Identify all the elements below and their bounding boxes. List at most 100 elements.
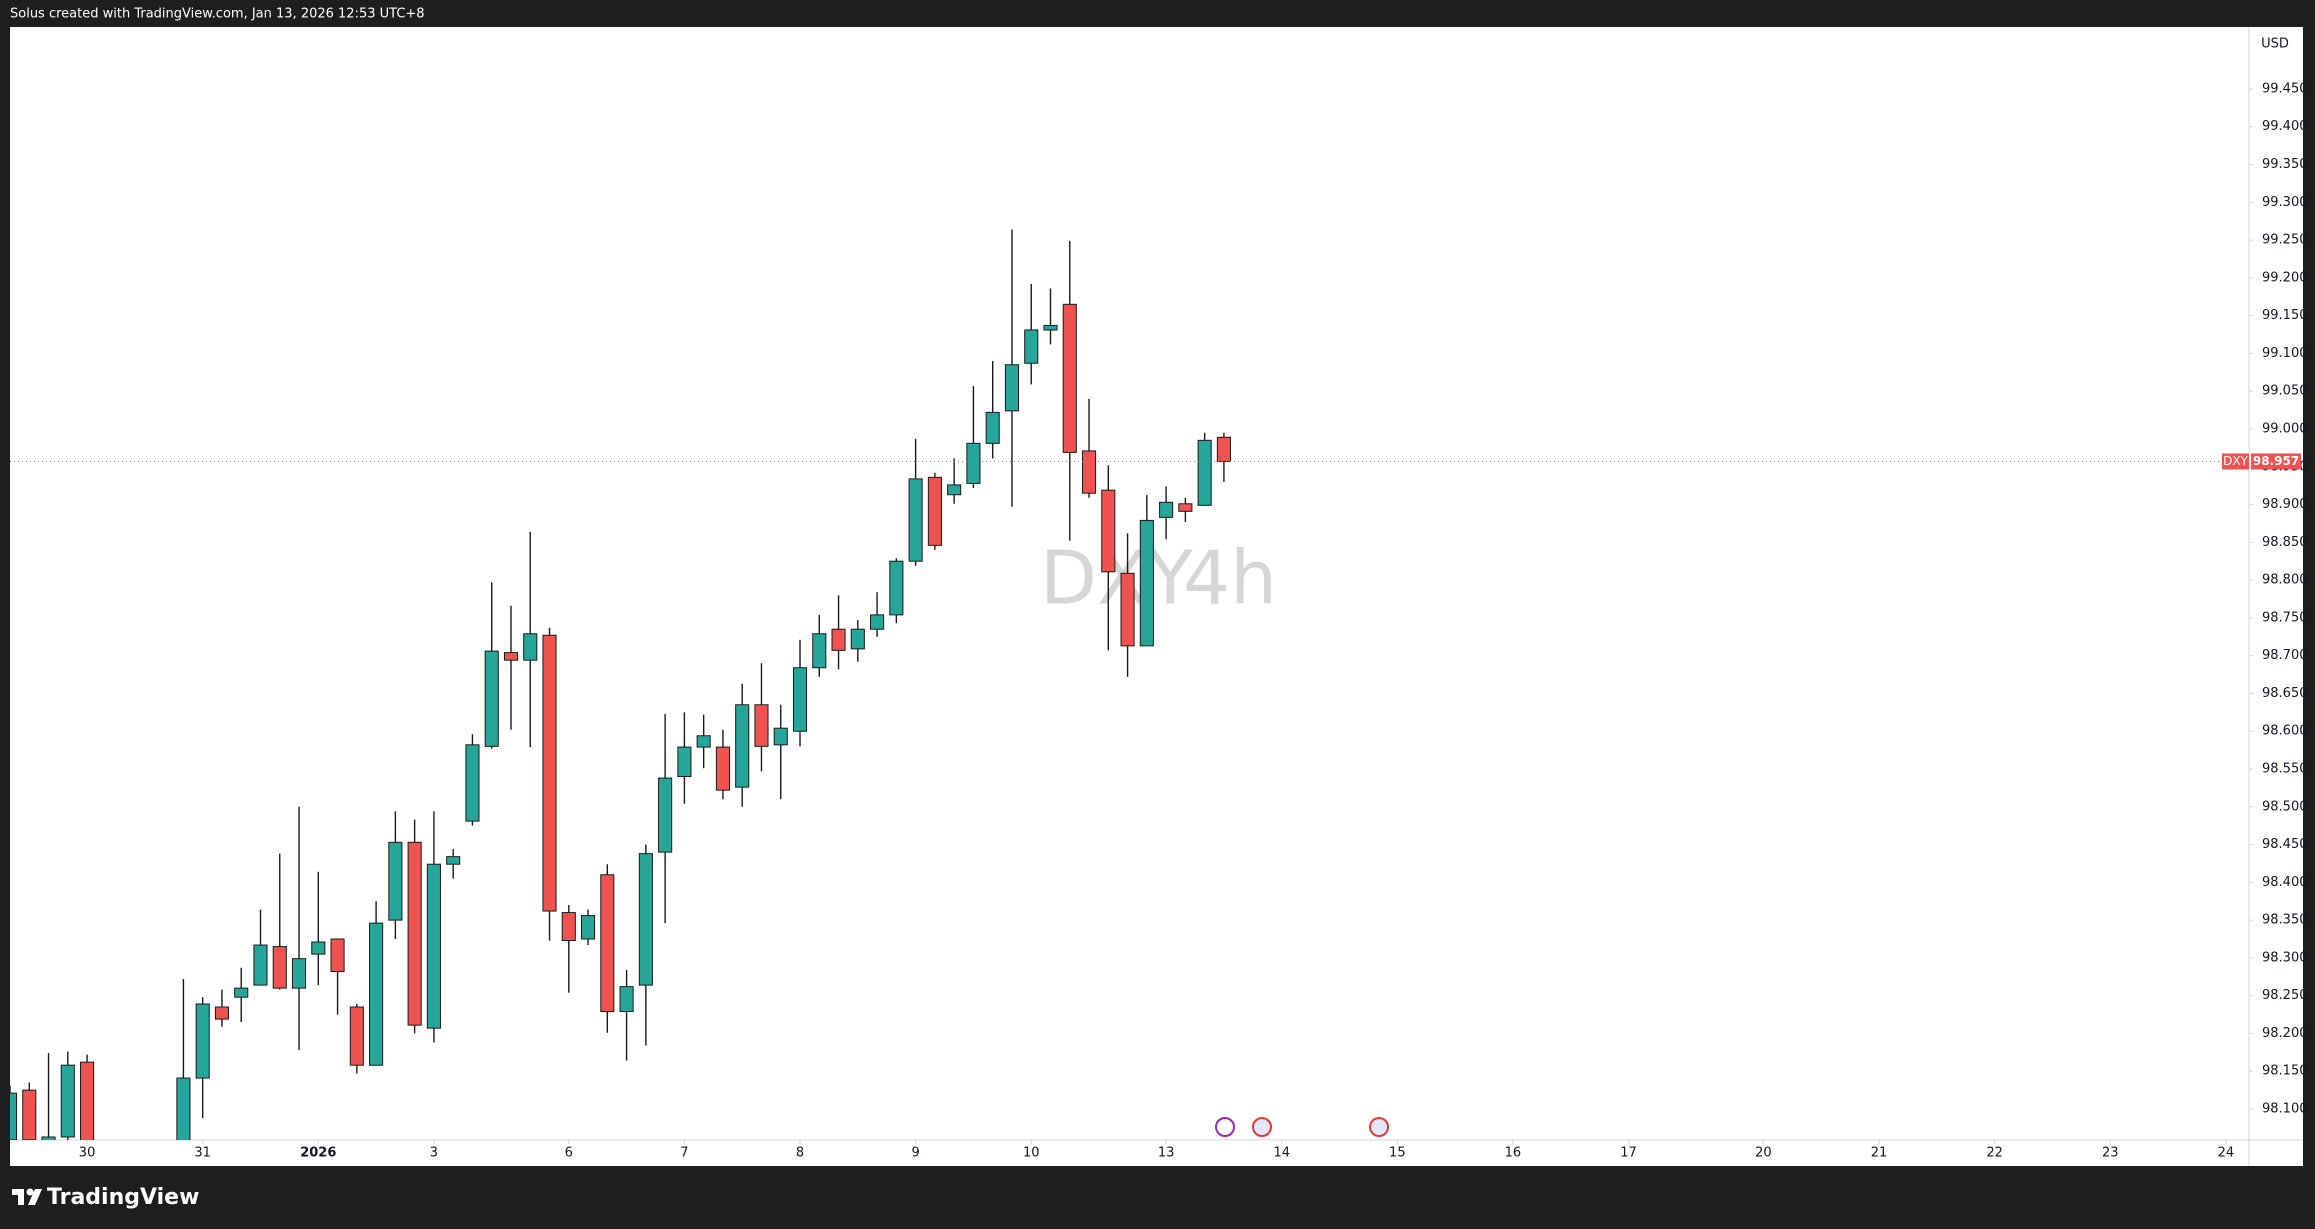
y-tick-label: 98.250 xyxy=(2262,988,2308,1003)
candle-body xyxy=(1178,503,1193,512)
last-price-symbol-box xyxy=(2222,453,2249,470)
candle-body xyxy=(947,484,962,496)
candle-body xyxy=(927,476,942,546)
candle-body xyxy=(542,634,557,912)
y-tick-label: 99.250 xyxy=(2262,233,2308,248)
y-tick-label: 98.350 xyxy=(2262,913,2308,928)
x-tick-label: 8 xyxy=(796,1146,804,1161)
y-tick-label: 99.050 xyxy=(2262,384,2308,399)
x-tick-label: 15 xyxy=(1389,1146,1406,1161)
candle-body xyxy=(1062,303,1077,453)
candle-body xyxy=(831,628,846,651)
y-tick-label: 98.600 xyxy=(2262,724,2308,739)
x-tick-label: 30 xyxy=(79,1146,96,1161)
candle-body xyxy=(484,650,499,747)
y-tick-label: 99.100 xyxy=(2262,346,2308,361)
candle-body xyxy=(581,915,596,940)
candle-body xyxy=(214,1006,230,1020)
logo-part xyxy=(26,1188,34,1196)
y-tick-label: 98.100 xyxy=(2262,1102,2308,1117)
candle-body xyxy=(41,1136,56,1140)
candle-body xyxy=(22,1089,37,1140)
x-tick-label: 21 xyxy=(1871,1146,1888,1161)
candle-body xyxy=(754,704,769,747)
candle-body xyxy=(311,941,326,955)
candle-body xyxy=(195,1003,210,1079)
candle-body xyxy=(234,987,249,998)
x-tick-label: 9 xyxy=(911,1146,919,1161)
y-tick-label: 99.150 xyxy=(2262,308,2308,323)
chart-area xyxy=(10,27,2303,1166)
candle-body xyxy=(638,853,653,986)
candle-body xyxy=(1081,450,1097,494)
watermark-symbol: DXY xyxy=(1040,536,1194,622)
candle-body xyxy=(1159,501,1174,518)
candle-body xyxy=(812,633,827,669)
event-icon[interactable] xyxy=(1215,1117,1235,1137)
candle-body xyxy=(735,704,750,788)
y-tick-label: 99.300 xyxy=(2262,195,2308,210)
x-tick-label: 7 xyxy=(680,1146,688,1161)
event-icon[interactable] xyxy=(1252,1117,1272,1137)
watermark: DXY 4h xyxy=(1040,536,1277,622)
candle-body xyxy=(1139,519,1154,647)
candle-body xyxy=(426,863,441,1029)
x-tick-label: 24 xyxy=(2218,1146,2235,1161)
y-tick-label: 99.200 xyxy=(2262,270,2308,285)
y-tick-label: 99.350 xyxy=(2262,157,2308,172)
candle-body xyxy=(465,744,480,822)
candle-body xyxy=(619,986,634,1013)
x-tick-label: 31 xyxy=(194,1146,211,1161)
y-tick-label: 98.500 xyxy=(2262,799,2308,814)
candle-body xyxy=(291,958,307,989)
x-tick-label: 6 xyxy=(565,1146,573,1161)
last-price-symbol: DXY xyxy=(2223,454,2248,468)
y-tick-label: 98.800 xyxy=(2262,573,2308,588)
y-tick-label: 98.900 xyxy=(2262,497,2308,512)
candle-body xyxy=(1197,439,1212,506)
x-tick-label: 17 xyxy=(1620,1146,1637,1161)
y-tick-label: 98.550 xyxy=(2262,762,2308,777)
plot xyxy=(10,229,1231,1140)
candle-body xyxy=(330,938,345,973)
candle-body xyxy=(792,667,808,732)
candle-body xyxy=(1120,572,1135,647)
candle-body xyxy=(176,1077,191,1140)
candle-body xyxy=(600,874,615,1013)
x-tick-label: 2026 xyxy=(300,1146,336,1161)
candle-body xyxy=(272,946,287,989)
candle-body xyxy=(1043,324,1058,331)
candle-body xyxy=(253,944,268,986)
header: Solus created with TradingView.com, Jan … xyxy=(10,7,425,22)
y-tick-label: 99.400 xyxy=(2262,119,2308,134)
x-tick-label: 10 xyxy=(1023,1146,1040,1161)
x-tick-label: 23 xyxy=(2102,1146,2119,1161)
candle-body xyxy=(1216,436,1231,462)
brand[interactable]: TradingView xyxy=(47,1185,199,1210)
candle-body xyxy=(561,912,576,942)
event-icons xyxy=(1215,1117,1389,1137)
candle-body xyxy=(658,777,673,853)
y-tick-label: 98.850 xyxy=(2262,535,2308,550)
y-tick-label: 98.400 xyxy=(2262,875,2308,890)
event-icon[interactable] xyxy=(1369,1117,1389,1137)
candle-body xyxy=(1024,329,1039,364)
candle-body xyxy=(715,746,730,791)
candle-body xyxy=(850,628,865,650)
candle-body xyxy=(889,560,904,616)
y-tick-label: 99.450 xyxy=(2262,81,2308,96)
x-tick-label: 13 xyxy=(1158,1146,1175,1161)
logo-part xyxy=(28,1189,42,1205)
x-tick-label: 3 xyxy=(430,1146,438,1161)
candle-body xyxy=(523,633,538,661)
candle-body xyxy=(1101,489,1116,573)
candle-body xyxy=(349,1006,364,1066)
candle-body xyxy=(773,727,788,746)
last-price-box xyxy=(2251,453,2301,470)
candle-body xyxy=(388,841,403,921)
candle-body xyxy=(80,1061,95,1140)
y-tick-label: 98.200 xyxy=(2262,1026,2308,1041)
y-tick-label: 98.700 xyxy=(2262,648,2308,663)
candle-body xyxy=(870,614,885,630)
